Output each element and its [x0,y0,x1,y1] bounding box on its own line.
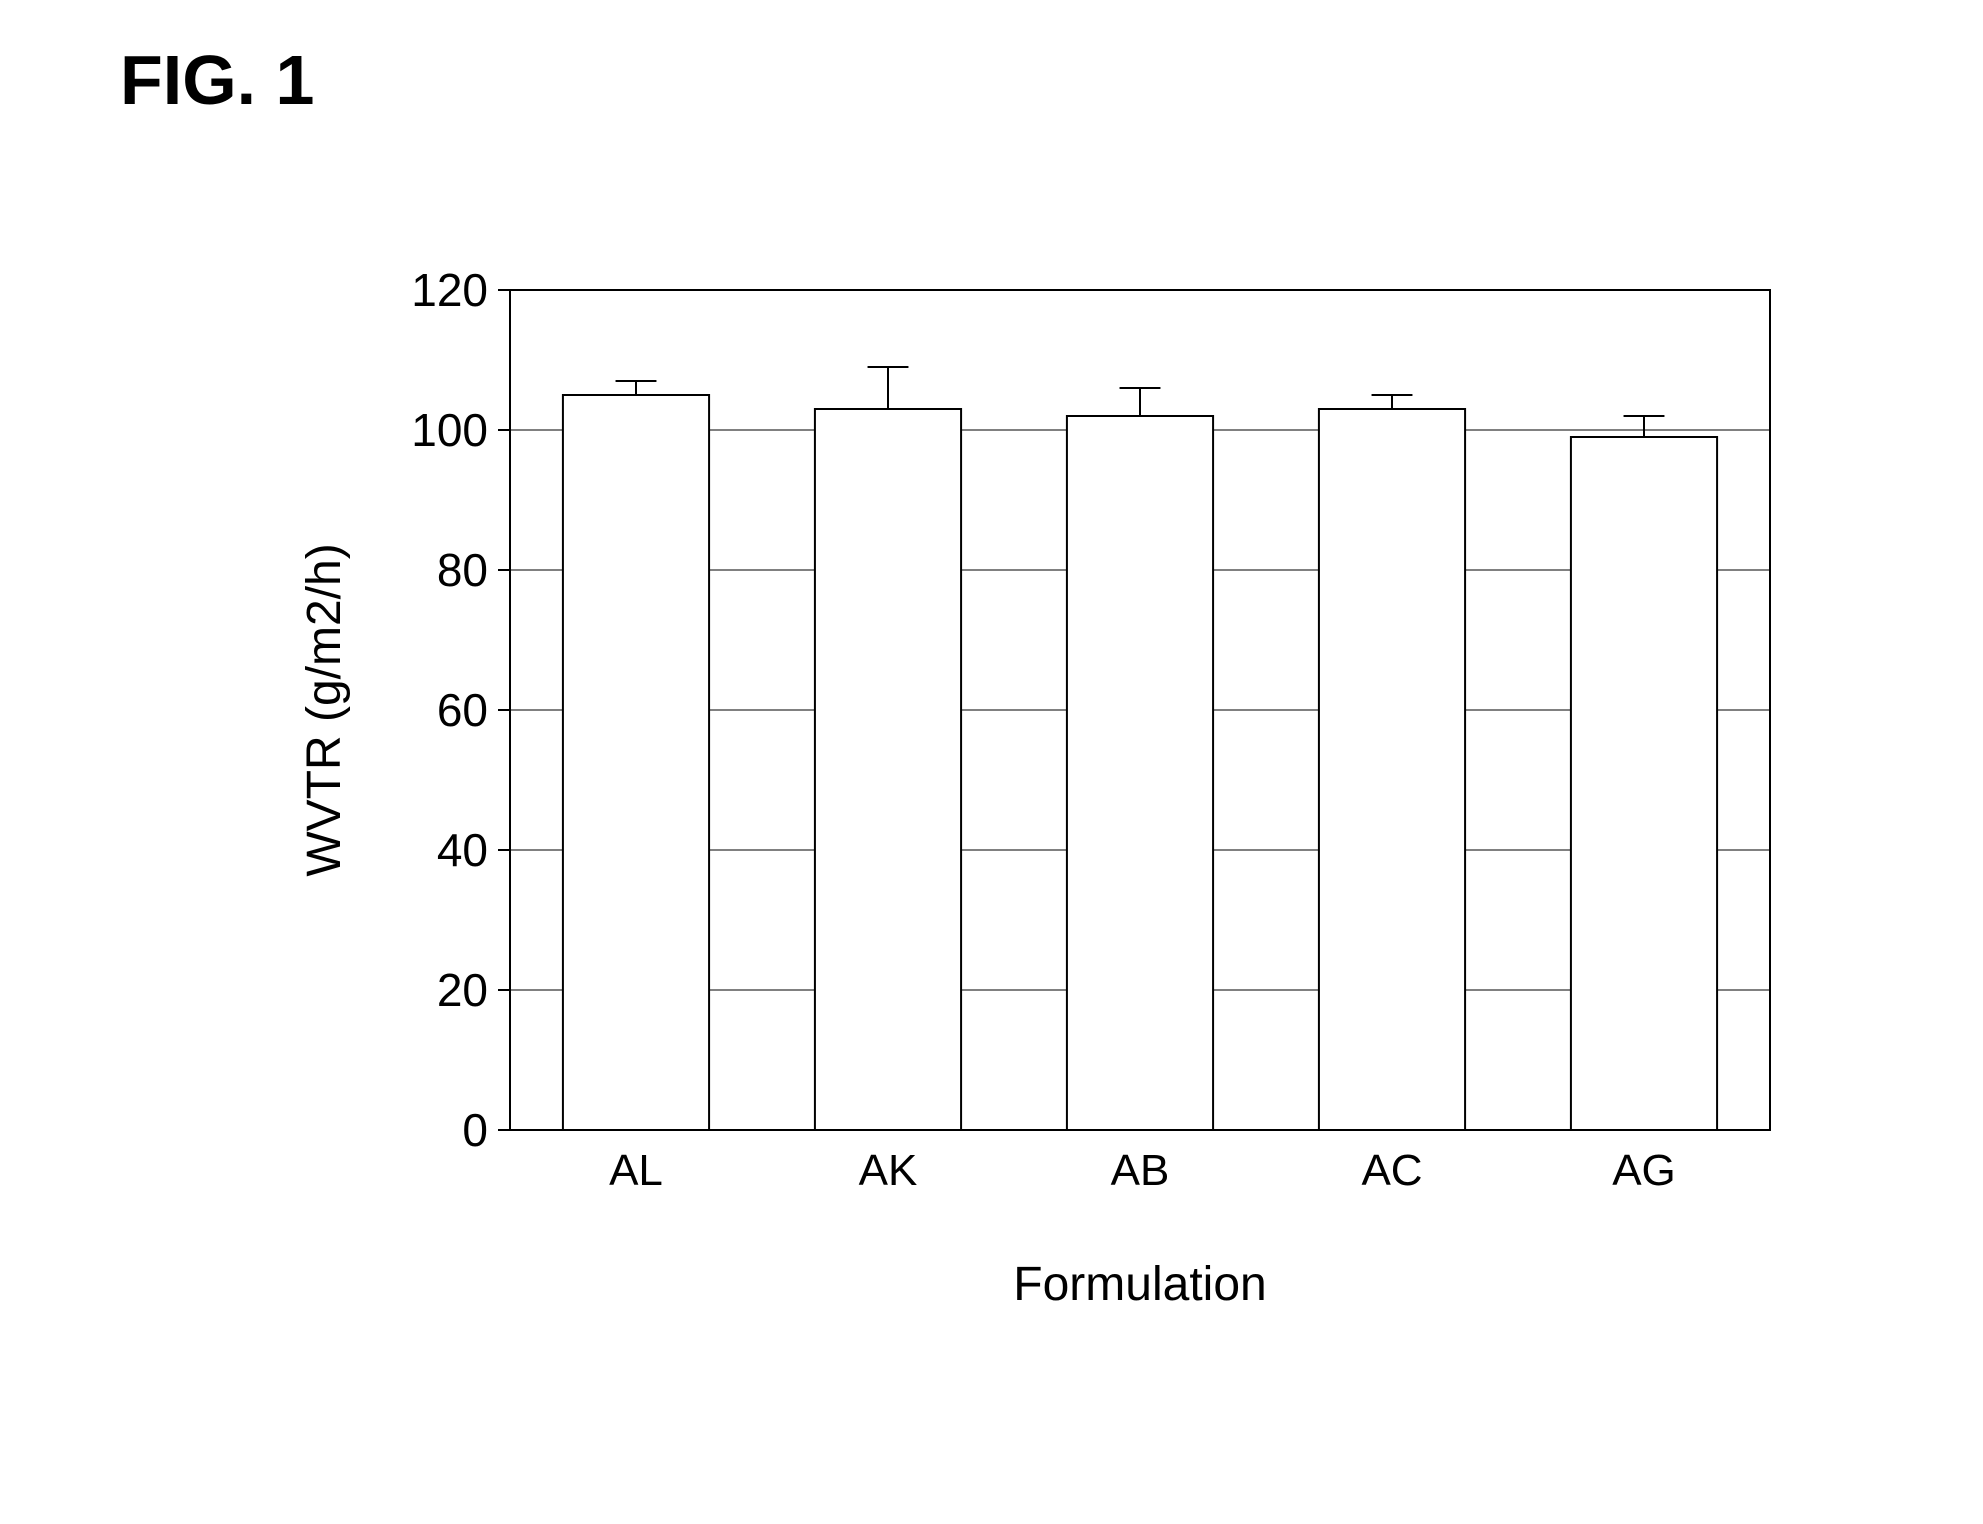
y-axis-label: WVTR (g/m2/h) [298,543,351,876]
x-tick-label: AK [859,1146,918,1195]
y-tick-label: 0 [462,1104,488,1156]
x-tick-label: AG [1612,1146,1676,1195]
bar [815,409,961,1130]
bar [1319,409,1465,1130]
x-tick-label: AC [1361,1146,1422,1195]
figure-title: FIG. 1 [120,40,314,120]
y-tick-label: 80 [437,544,488,596]
bar [1067,416,1213,1130]
page: FIG. 1 AL AK AB AC AG 0 20 40 60 80 100 120 WVTR (g/… [0,0,1983,1524]
y-tick-label: 40 [437,824,488,876]
x-tick-label: AL [609,1146,663,1195]
x-tick-label: AB [1111,1146,1170,1195]
bar-chart-svg: AL AK AB AC AG 0 20 40 60 80 100 120 WVTR (g/m2/h) Fo… [240,260,1790,1410]
y-tick-label: 120 [411,264,488,316]
bar-chart: AL AK AB AC AG 0 20 40 60 80 100 120 WVTR (g/m2/h) Fo… [240,260,1790,1410]
x-axis-label: Formulation [1013,1258,1266,1311]
bar [1571,437,1717,1130]
bar [563,395,709,1130]
y-tick-label: 100 [411,404,488,456]
y-tick-label: 60 [437,684,488,736]
y-tick-label: 20 [437,964,488,1016]
